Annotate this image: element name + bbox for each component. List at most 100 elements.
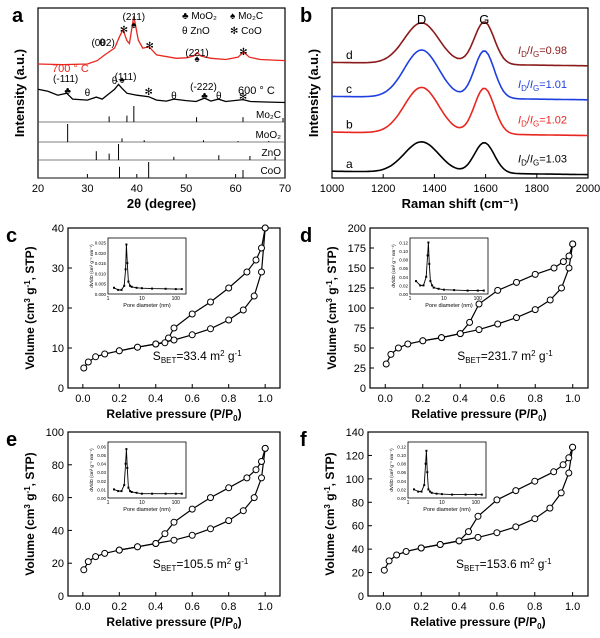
data-point bbox=[385, 557, 393, 565]
series-line bbox=[332, 49, 588, 101]
x-tick-label: 30 bbox=[81, 183, 93, 195]
sbet-label: SBET=153.6 m2 g-1 bbox=[456, 557, 552, 573]
series-label: a bbox=[346, 157, 353, 171]
data-point bbox=[569, 240, 577, 248]
data-point bbox=[559, 258, 567, 266]
data-point bbox=[475, 300, 483, 308]
inset-frame bbox=[107, 237, 187, 295]
x-tick-label: 0.8 bbox=[528, 393, 543, 405]
y-tick-label: 40 bbox=[52, 525, 64, 537]
inset-point bbox=[480, 493, 483, 496]
inset-y-tick-label: 0.02 bbox=[399, 283, 408, 288]
sbet-label: SBET=33.4 m2 g-1 bbox=[153, 349, 242, 365]
data-point bbox=[134, 343, 141, 351]
data-point bbox=[565, 469, 573, 477]
inset-point bbox=[442, 288, 445, 291]
y-tick-label: 100 bbox=[346, 474, 364, 486]
data-point bbox=[438, 334, 445, 342]
data-point bbox=[559, 461, 567, 469]
data-point bbox=[170, 324, 178, 332]
y-tick-label: 125 bbox=[348, 283, 366, 295]
inset-y-tick-label: 0.005 bbox=[95, 282, 107, 287]
inset-point bbox=[429, 280, 432, 283]
inset-y-tick-label: 0.10 bbox=[399, 249, 408, 254]
data-point bbox=[258, 458, 265, 465]
x-tick-label: 0.2 bbox=[415, 393, 430, 405]
inset-frame bbox=[407, 441, 487, 499]
x-tick-label: 0.6 bbox=[489, 601, 504, 613]
inset-point bbox=[127, 280, 130, 283]
inset-point bbox=[124, 268, 127, 271]
data-point bbox=[258, 474, 265, 482]
inset-y-tick-label: 0.025 bbox=[95, 240, 107, 245]
inset-y-tick-label: 0.06 bbox=[397, 470, 406, 475]
inset-x-axis-label: Pore diameter (nm) bbox=[423, 507, 471, 513]
data-point bbox=[419, 337, 427, 345]
inset-point bbox=[425, 275, 428, 278]
data-point bbox=[546, 504, 554, 512]
inset-y-tick-label: 0.02 bbox=[397, 487, 406, 492]
x-tick-label: 1200 bbox=[371, 183, 395, 195]
series-label: b bbox=[346, 118, 353, 132]
inset-point bbox=[151, 287, 154, 290]
inset-point bbox=[428, 262, 431, 265]
y-tick-label: 140 bbox=[346, 427, 364, 439]
phase-marker: ✻ bbox=[145, 41, 153, 52]
inset-point bbox=[420, 490, 423, 493]
y-tick-label: 0 bbox=[58, 383, 64, 395]
data-point bbox=[134, 543, 141, 551]
x-axis-label: 2θ (degree) bbox=[127, 196, 196, 211]
series-line bbox=[37, 83, 286, 104]
data-point bbox=[115, 347, 123, 355]
reference-label: CoO bbox=[260, 166, 281, 177]
inset-point bbox=[427, 241, 430, 244]
panel-letter: d bbox=[300, 225, 312, 247]
data-point bbox=[565, 264, 573, 272]
x-tick-label: 1800 bbox=[525, 183, 549, 195]
x-tick-label: 0.6 bbox=[185, 601, 200, 613]
inset-point bbox=[453, 289, 456, 292]
inset-y-tick-label: 0.00 bbox=[399, 292, 408, 297]
data-point bbox=[188, 531, 196, 539]
inset-point bbox=[151, 492, 154, 495]
inset-point bbox=[135, 491, 138, 494]
inset-point bbox=[113, 488, 115, 491]
data-point bbox=[512, 523, 520, 531]
inset-frame bbox=[107, 441, 187, 499]
inset-point bbox=[437, 287, 440, 290]
panel-c: c 0.0 0.2 0.4 0.6 0.8 1.0 0 10 20 30 40 Relative pre… bbox=[6, 223, 281, 423]
data-point bbox=[513, 314, 520, 322]
inset-y-tick-label: 0.000 bbox=[95, 292, 107, 297]
inset-point bbox=[466, 289, 469, 292]
y-axis-label: Intensity (a.u.) bbox=[306, 49, 321, 137]
inset-point bbox=[113, 286, 115, 289]
inset-point bbox=[417, 490, 420, 493]
peak-label: (221) bbox=[185, 48, 208, 59]
data-point bbox=[417, 544, 425, 552]
x-tick-label: 60 bbox=[229, 183, 241, 195]
data-point bbox=[225, 517, 233, 525]
inset-point bbox=[431, 284, 434, 287]
inset-y-tick-label: 0.08 bbox=[399, 258, 408, 263]
data-point bbox=[188, 505, 196, 513]
series-line bbox=[332, 140, 588, 176]
data-point bbox=[207, 298, 214, 306]
inset-point bbox=[120, 288, 123, 291]
panel-letter: b bbox=[300, 5, 312, 27]
inset-point bbox=[474, 493, 477, 496]
data-point bbox=[382, 360, 390, 368]
x-axis-label: Relative pressure (P/P0) bbox=[106, 615, 241, 631]
data-point bbox=[531, 270, 539, 278]
reference-label: ZnO bbox=[262, 148, 282, 159]
inset-y-tick-label: 0.06 bbox=[399, 266, 408, 271]
inset-y-tick-label: 0.00 bbox=[397, 496, 406, 501]
data-point bbox=[207, 325, 214, 333]
y-tick-label: 20 bbox=[52, 303, 64, 315]
inset-point bbox=[164, 492, 167, 495]
phase-marker: ♣ bbox=[64, 86, 71, 97]
peak-label: (002) bbox=[91, 38, 114, 49]
phase-marker: ♠ bbox=[131, 20, 137, 31]
inset-x-tick-label: 100 bbox=[172, 296, 181, 302]
